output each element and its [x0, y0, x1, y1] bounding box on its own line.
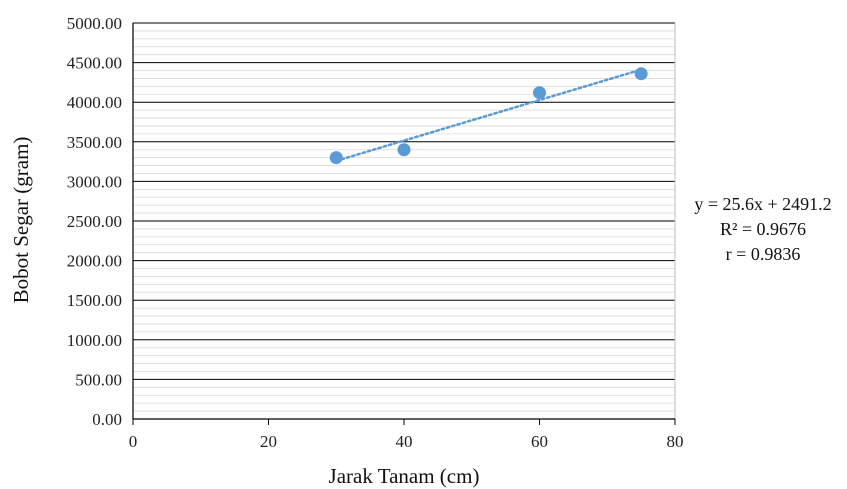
x-tick-labels: 0 20 40 60 80: [129, 419, 684, 451]
y-tick-label: 0.00: [92, 410, 122, 429]
x-tick-label: 0: [129, 432, 138, 451]
y-tick-label: 1000.00: [67, 331, 122, 350]
y-tick-labels: 0.00 500.00 1000.00 1500.00 2000.00 2500.00 30…: [67, 14, 122, 429]
equation-label: y = 25.6x + 2491.2: [694, 194, 831, 214]
y-tick-label: 3000.00: [67, 172, 122, 191]
data-point: [634, 67, 648, 81]
x-axis-title: Jarak Tanam (cm): [329, 464, 480, 488]
r-label: r = 0.9836: [726, 244, 801, 264]
trendline-group: [335, 68, 643, 163]
x-tick-label: 80: [667, 432, 684, 451]
trendline-annotation: y = 25.6x + 2491.2 R² = 0.9676 r = 0.983…: [694, 194, 831, 264]
x-tick-label: 20: [260, 432, 277, 451]
y-tick-label: 2000.00: [67, 252, 122, 271]
data-point: [533, 86, 546, 100]
r-squared-label: R² = 0.9676: [720, 219, 806, 239]
data-points: [329, 67, 648, 165]
major-gridlines: [133, 22, 675, 380]
y-tick-label: 1500.00: [67, 291, 122, 310]
x-tick-label: 40: [396, 432, 413, 451]
y-tick-label: 4000.00: [67, 93, 122, 112]
y-tick-label: 500.00: [75, 370, 122, 389]
y-tick-label: 3500.00: [67, 133, 122, 152]
y-tick-label: 2500.00: [67, 212, 122, 231]
x-tick-label: 60: [531, 432, 548, 451]
minor-gridlines: [133, 30, 675, 412]
y-tick-label: 5000.00: [67, 14, 122, 33]
trendline: [335, 68, 643, 163]
y-axis-title: Bobot Segar (gram): [9, 137, 33, 304]
y-tick-label: 4500.00: [67, 54, 122, 73]
data-point: [329, 151, 343, 165]
data-point: [397, 143, 411, 157]
